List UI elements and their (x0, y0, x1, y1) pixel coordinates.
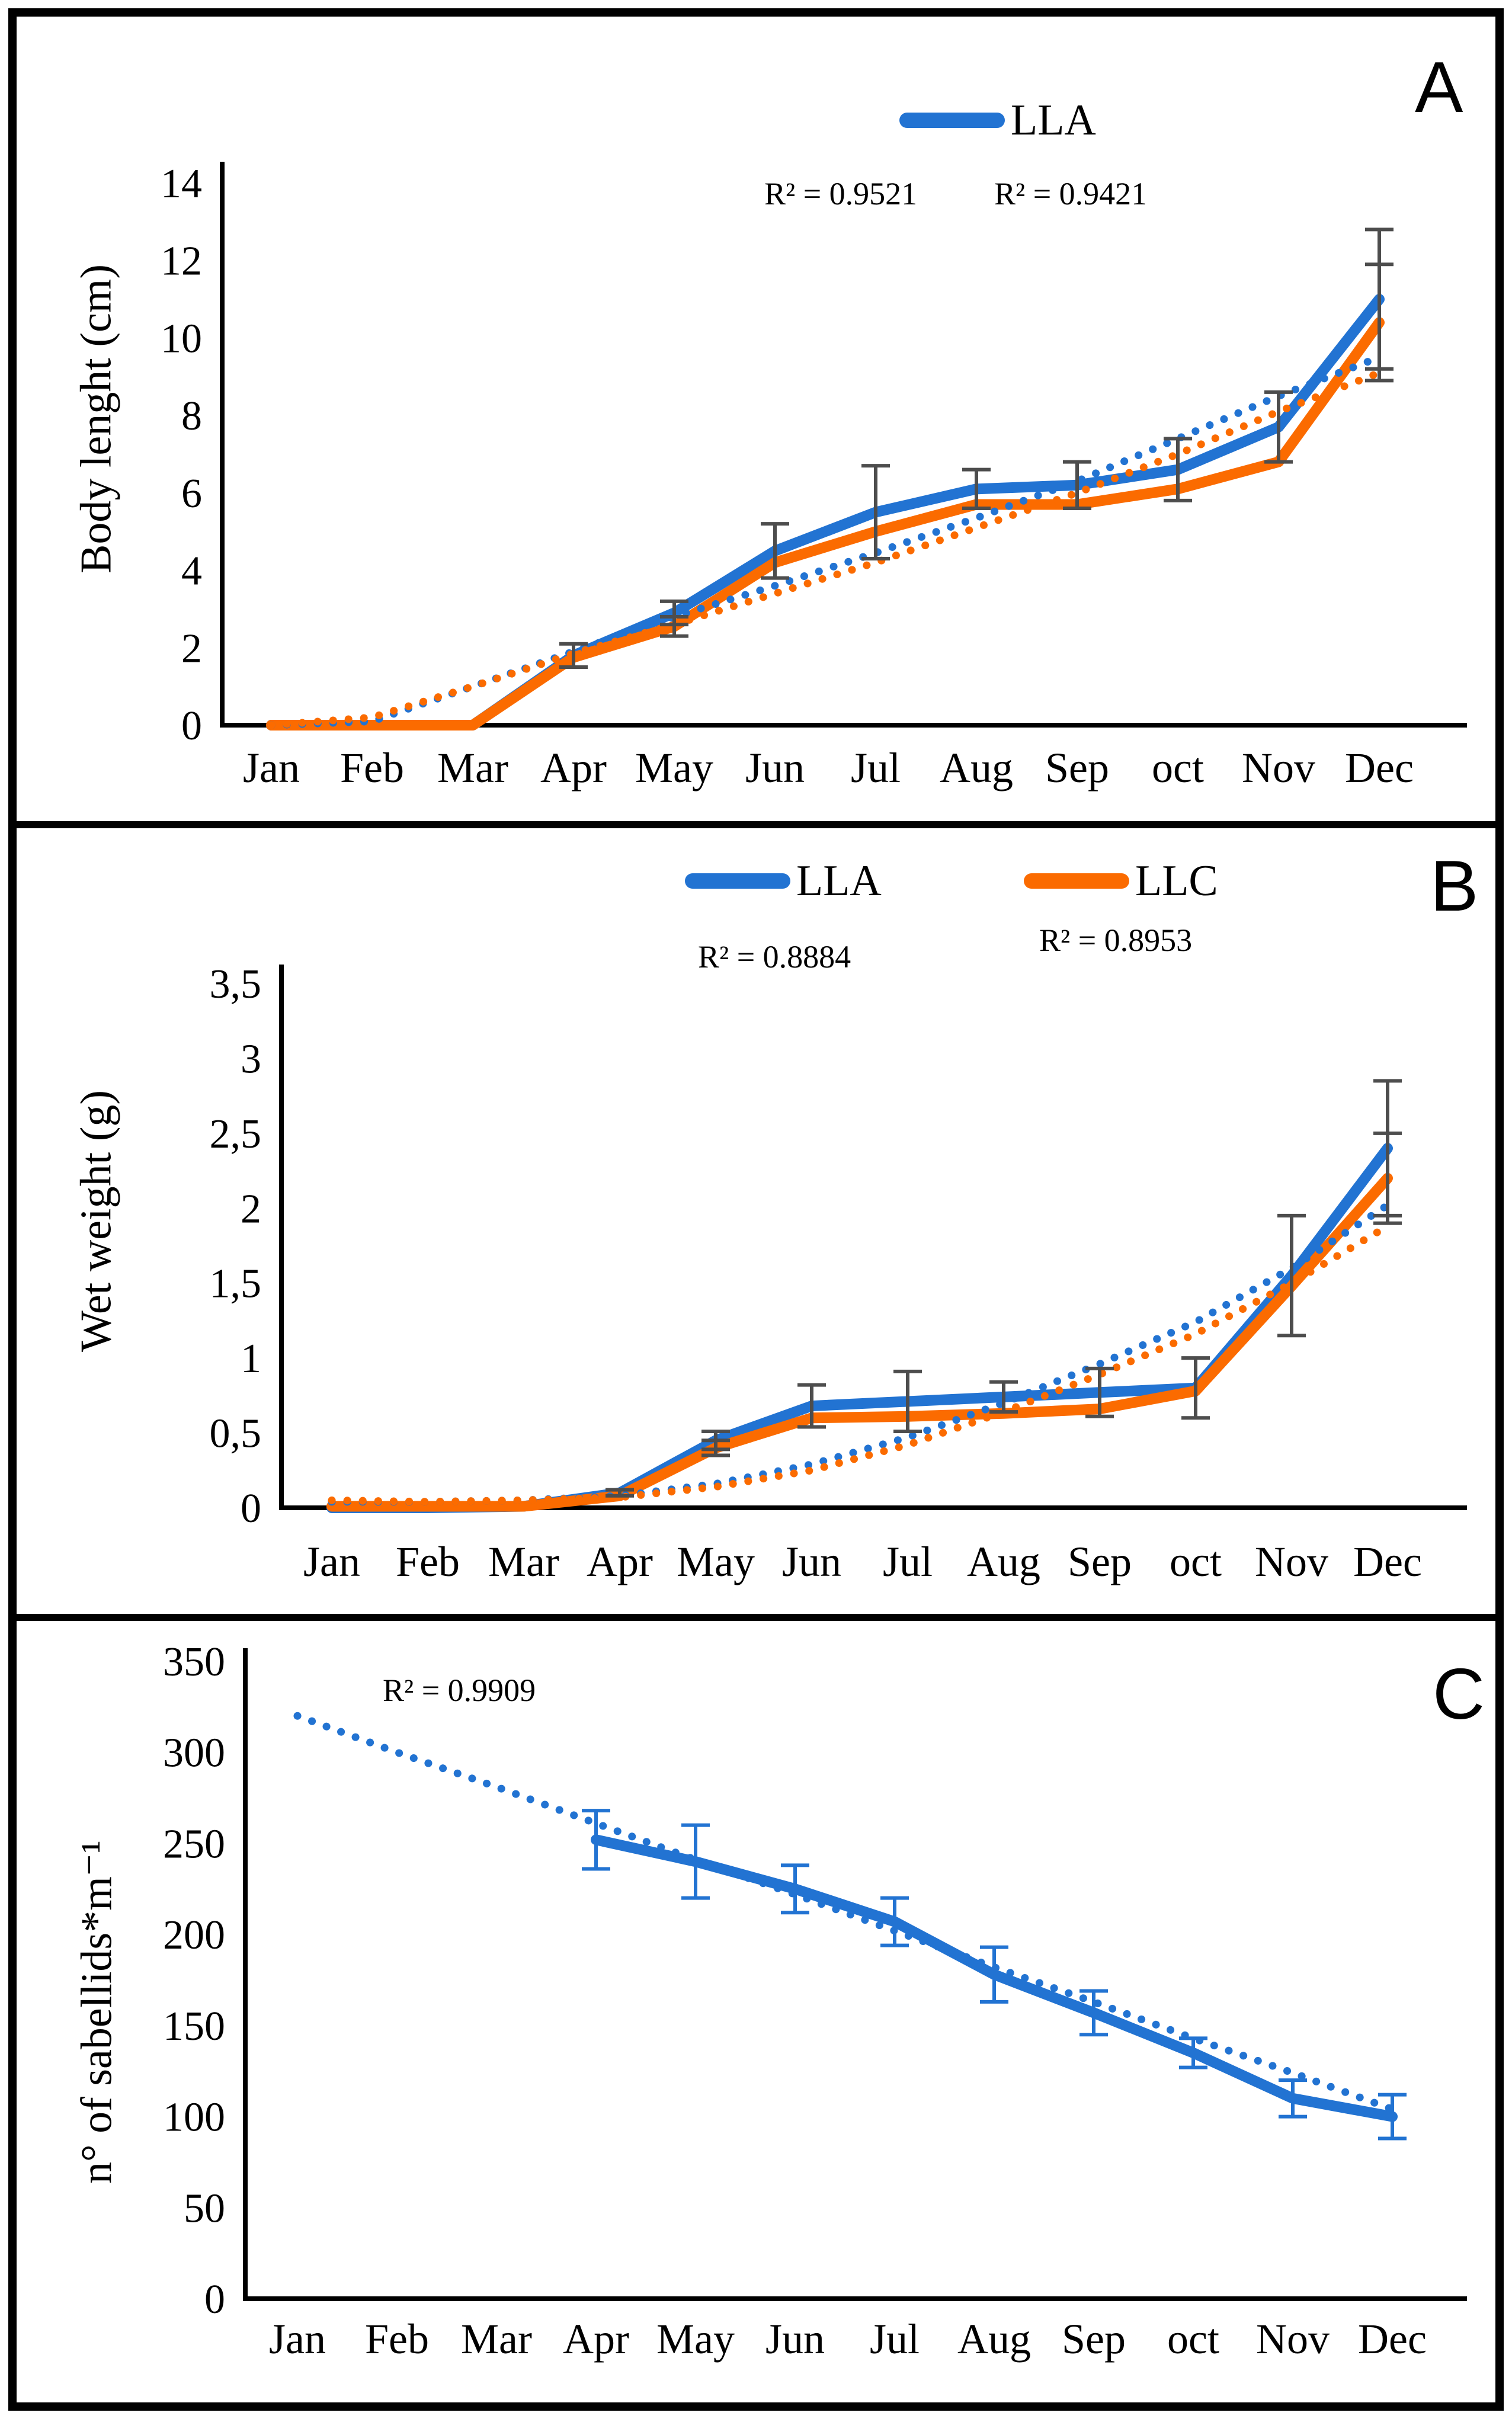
chart-b-canvas: 0 0,5 1 1,5 2 2,5 3 3,5 Jan Feb Mar Apr May Jun Jul Aug… (210, 962, 1467, 1585)
svg-text:Aug: Aug (957, 2315, 1031, 2363)
chart-a-canvas: 0 2 4 6 8 10 12 14 Jan Feb Mar Apr May Jun Jul Aug Sep oc… (161, 161, 1467, 792)
panel-letter-b: B (1430, 845, 1479, 926)
svg-text:May: May (656, 2315, 735, 2363)
svg-text:1,5: 1,5 (210, 1261, 262, 1307)
svg-text:Sep: Sep (1062, 2315, 1126, 2363)
svg-text:Jul: Jul (870, 2315, 920, 2363)
svg-text:14: 14 (161, 161, 202, 207)
svg-text:1: 1 (241, 1336, 261, 1382)
svg-text:3: 3 (241, 1036, 261, 1082)
svg-text:12: 12 (161, 239, 202, 284)
svg-text:Jan: Jan (303, 1538, 360, 1585)
svg-text:Jan: Jan (269, 2315, 326, 2363)
svg-text:0: 0 (181, 703, 202, 749)
svg-text:Aug: Aug (967, 1538, 1040, 1585)
svg-text:oct: oct (1152, 744, 1204, 792)
svg-text:Mar: Mar (488, 1538, 559, 1585)
svg-text:Jul: Jul (851, 744, 901, 792)
svg-text:6: 6 (181, 471, 202, 517)
panel-b: Wet weight (g) 0 0,5 1 1,5 2 2,5 3 3,5 Jan Feb Mar… (17, 828, 1495, 1621)
svg-text:200: 200 (163, 1912, 225, 1958)
svg-text:Jun: Jun (782, 1538, 841, 1585)
panel-letter-c: C (1433, 1654, 1485, 1734)
svg-text:Jun: Jun (765, 2315, 825, 2363)
llc-legend-label: LLC (1135, 857, 1218, 905)
figure-frame: Body lenght (cm) 0 2 4 6 8 10 12 14 Jan Feb Mar Apr… (8, 8, 1504, 2411)
svg-text:0: 0 (204, 2277, 225, 2322)
svg-text:250: 250 (163, 1821, 225, 1867)
svg-text:300: 300 (163, 1731, 225, 1776)
svg-text:oct: oct (1170, 1538, 1222, 1585)
lla-legend-swatch (685, 873, 790, 889)
svg-text:50: 50 (184, 2186, 225, 2231)
svg-text:2,5: 2,5 (210, 1111, 262, 1157)
svg-text:3,5: 3,5 (210, 962, 262, 1007)
lla-legend-swatch (899, 113, 1005, 128)
svg-text:350: 350 (163, 1639, 225, 1685)
svg-text:2: 2 (181, 626, 202, 671)
r2-annotation-lla-b: R² = 0.8884 (698, 939, 851, 975)
svg-text:Jul: Jul (883, 1538, 933, 1585)
svg-text:10: 10 (161, 316, 202, 361)
svg-text:Sep: Sep (1045, 744, 1109, 792)
svg-text:Aug: Aug (940, 744, 1013, 792)
svg-text:Mar: Mar (461, 2315, 532, 2363)
svg-text:Sep: Sep (1068, 1538, 1132, 1585)
svg-text:100: 100 (163, 2095, 225, 2141)
svg-text:Nov: Nov (1242, 744, 1315, 792)
svg-text:May: May (635, 744, 713, 792)
svg-text:Feb: Feb (396, 1538, 460, 1585)
svg-text:Dec: Dec (1358, 2315, 1427, 2363)
svg-text:Feb: Feb (365, 2315, 429, 2363)
svg-text:2: 2 (241, 1186, 261, 1232)
legend-a: LLA (899, 98, 1096, 142)
panel-a: Body lenght (cm) 0 2 4 6 8 10 12 14 Jan Feb Mar Apr… (17, 17, 1495, 828)
r2-annotation-llc-b: R² = 0.8953 (1039, 922, 1193, 958)
r2-annotation-lla-a: R² = 0.9521 (764, 176, 918, 212)
svg-text:Apr: Apr (563, 2315, 629, 2363)
panel-c: n° of sabellids*m⁻¹ 0 50 100 150 200 250 300 35… (17, 1621, 1495, 2402)
svg-text:150: 150 (163, 2004, 225, 2049)
svg-text:Jun: Jun (745, 744, 805, 792)
chart-c-canvas: 0 50 100 150 200 250 300 350 Jan Feb Mar Apr May Jun J… (163, 1639, 1467, 2363)
svg-text:Dec: Dec (1345, 744, 1414, 792)
svg-text:Jan: Jan (243, 744, 300, 792)
svg-text:Feb: Feb (340, 744, 404, 792)
lla-legend-label: LLA (796, 857, 882, 905)
panel-letter-a: A (1415, 47, 1463, 127)
svg-text:Dec: Dec (1353, 1538, 1422, 1585)
legend-b-llc: LLC (1024, 859, 1218, 903)
r2-annotation-c: R² = 0.9909 (383, 1673, 536, 1708)
svg-text:Nov: Nov (1255, 1538, 1328, 1585)
svg-text:0: 0 (241, 1486, 261, 1532)
legend-b-lla: LLA (685, 859, 882, 903)
svg-text:Apr: Apr (540, 744, 607, 792)
r2-annotation-llc-a: R² = 0.9421 (994, 176, 1148, 212)
svg-text:4: 4 (181, 549, 202, 594)
llc-legend-swatch (1024, 873, 1129, 889)
svg-text:oct: oct (1167, 2315, 1219, 2363)
svg-text:Nov: Nov (1256, 2315, 1330, 2363)
lla-legend-label: LLA (1011, 96, 1096, 145)
svg-text:8: 8 (181, 393, 202, 439)
svg-text:Apr: Apr (587, 1538, 653, 1585)
svg-text:May: May (677, 1538, 755, 1585)
svg-text:Mar: Mar (437, 744, 508, 792)
svg-text:0,5: 0,5 (210, 1411, 262, 1457)
